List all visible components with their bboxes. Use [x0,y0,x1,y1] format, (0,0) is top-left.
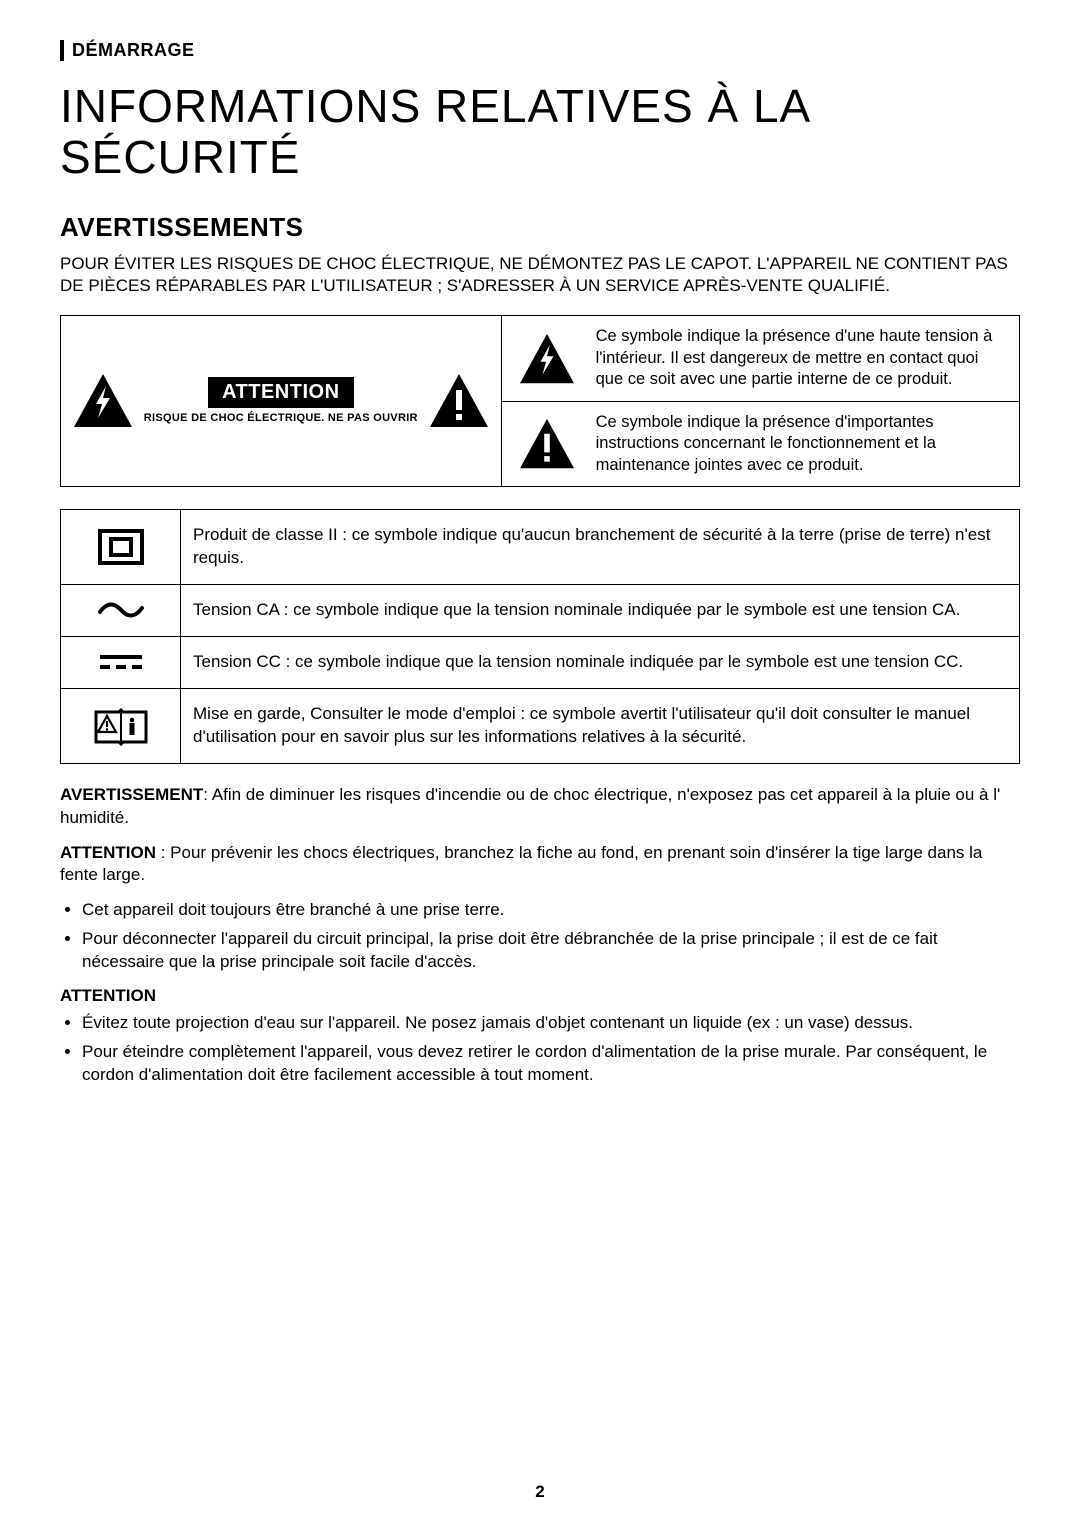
warning-box: ATTENTION RISQUE DE CHOC ÉLECTRIQUE. NE … [60,315,1020,487]
bold-label: ATTENTION [60,843,156,862]
class2-icon [61,510,181,585]
list-item: Cet appareil doit toujours être branché … [82,899,1020,922]
hazard-row: Ce symbole indique la présence d'importa… [502,402,1020,487]
shock-hazard-icon [502,316,592,400]
symbol-description: Produit de classe II : ce symbole indiqu… [181,510,1020,585]
table-row: Mise en garde, Consulter le mode d'emplo… [61,688,1020,763]
hazard-text: Ce symbole indique la présence d'une hau… [592,316,1019,400]
paragraph-text: : Pour prévenir les chocs électriques, b… [60,843,982,885]
attention-label: ATTENTION [208,377,353,408]
bold-label: AVERTISSEMENT [60,785,203,804]
list-item: Évitez toute projection d'eau sur l'appa… [82,1012,1020,1035]
list-item: Pour éteindre complètement l'appareil, v… [82,1041,1020,1087]
shock-hazard-icon [72,372,134,430]
bullet-list: Cet appareil doit toujours être branché … [60,899,1020,974]
paragraph: ATTENTION : Pour prévenir les chocs élec… [60,842,1020,888]
table-row: Produit de classe II : ce symbole indiqu… [61,510,1020,585]
symbol-description: Tension CC : ce symbole indique que la t… [181,636,1020,688]
hazard-text: Ce symbole indique la présence d'importa… [592,402,1019,486]
subsection-title: AVERTISSEMENTS [60,212,1020,243]
warning-left-panel: ATTENTION RISQUE DE CHOC ÉLECTRIQUE. NE … [60,315,502,487]
read-manual-icon [61,688,181,763]
symbol-description: Tension CA : ce symbole indique que la t… [181,584,1020,636]
attention-heading: ATTENTION [60,986,1020,1006]
dc-voltage-icon [61,636,181,688]
document-page: DÉMARRAGE INFORMATIONS RELATIVES À LA SÉ… [0,0,1080,1532]
list-item: Pour déconnecter l'appareil du circuit p… [82,928,1020,974]
paragraph: AVERTISSEMENT: Afin de diminuer les risq… [60,784,1020,830]
table-row: Tension CA : ce symbole indique que la t… [61,584,1020,636]
warning-right-panel: Ce symbole indique la présence d'une hau… [502,315,1020,487]
hazard-row: Ce symbole indique la présence d'une hau… [502,315,1020,401]
section-label: DÉMARRAGE [60,40,1020,61]
ac-voltage-icon [61,584,181,636]
attention-subtext: RISQUE DE CHOC ÉLECTRIQUE. NE PAS OUVRIR [144,412,418,426]
caution-exclaim-icon [502,402,592,486]
table-row: Tension CC : ce symbole indique que la t… [61,636,1020,688]
caution-exclaim-icon [428,372,490,430]
page-title: INFORMATIONS RELATIVES À LA SÉCURITÉ [60,81,1020,182]
attention-block: ATTENTION RISQUE DE CHOC ÉLECTRIQUE. NE … [144,377,418,426]
bullet-list: Évitez toute projection d'eau sur l'appa… [60,1012,1020,1087]
intro-paragraph: POUR ÉVITER LES RISQUES DE CHOC ÉLECTRIQ… [60,253,1020,297]
symbol-table: Produit de classe II : ce symbole indiqu… [60,509,1020,764]
page-number: 2 [0,1482,1080,1502]
symbol-description: Mise en garde, Consulter le mode d'emplo… [181,688,1020,763]
